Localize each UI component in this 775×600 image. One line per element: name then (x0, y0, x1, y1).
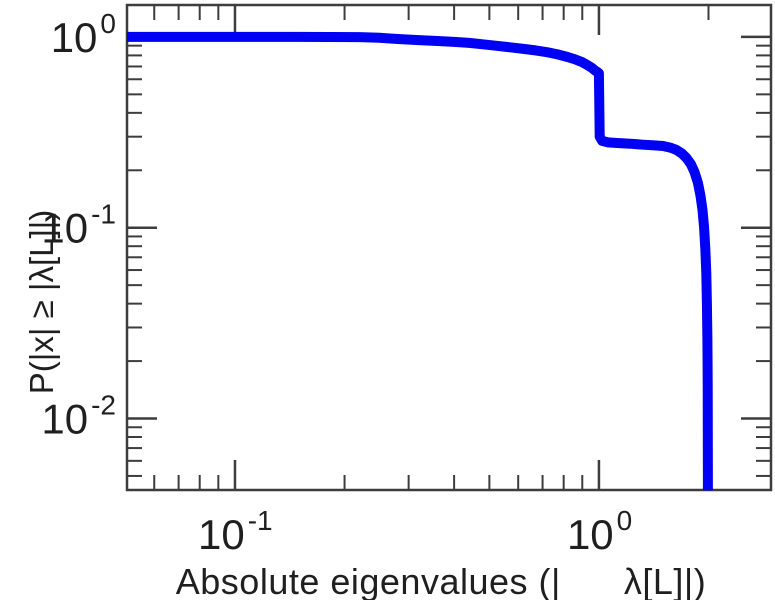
y-tick-label: 10 -1 (41, 199, 116, 252)
x-tick-label: 10 -1 (198, 505, 273, 558)
x-tick-label: 10 0 (567, 505, 632, 558)
y-axis-label: P(|x| ≥ |λ[L]|) (23, 209, 60, 395)
ccdf-curve (127, 31, 713, 491)
axes-frame (125, 3, 773, 492)
x-axis-label: Absolute eigenvalues (| λ[L]|) (175, 561, 707, 600)
y-tick-label: 10 -2 (41, 390, 116, 443)
y-tick-label: 10 0 (51, 8, 116, 61)
